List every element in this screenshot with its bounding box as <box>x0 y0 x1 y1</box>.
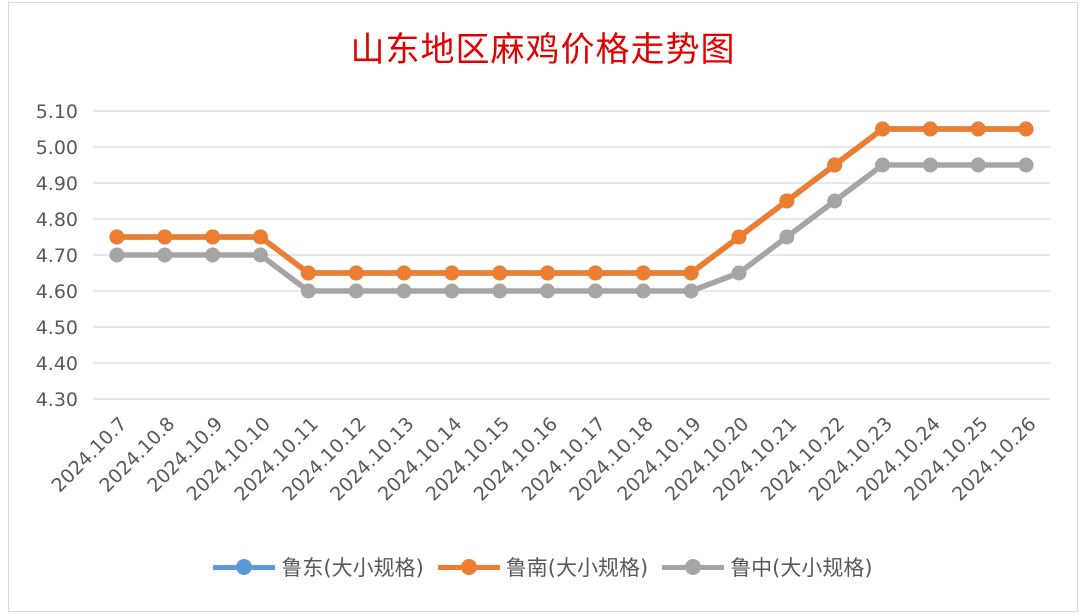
data-point <box>922 157 938 173</box>
data-point <box>205 229 221 245</box>
y-tick-label: 5.00 <box>36 137 78 159</box>
gridlines <box>93 110 1050 400</box>
data-point <box>444 283 460 299</box>
series-2 <box>109 157 1034 299</box>
data-point <box>252 229 268 245</box>
y-tick-label: 4.40 <box>36 353 78 375</box>
y-tick-label: 4.30 <box>36 389 78 411</box>
series-line <box>114 126 1029 276</box>
series-line <box>114 126 1029 276</box>
data-point <box>157 247 173 263</box>
legend-marker <box>662 557 725 577</box>
data-point <box>970 121 986 137</box>
data-point <box>779 229 795 245</box>
data-point <box>1018 121 1034 137</box>
data-point <box>635 265 651 281</box>
y-axis: 4.30 4.40 4.50 4.60 4.70 4.80 4.90 5.00 5.10 <box>36 101 78 411</box>
data-point <box>875 121 891 137</box>
data-point <box>683 283 699 299</box>
y-tick-label: 4.70 <box>36 245 78 267</box>
data-point <box>731 265 747 281</box>
y-tick-label: 4.90 <box>36 173 78 195</box>
series-1 <box>109 121 1034 281</box>
x-axis: 2024.10.72024.10.82024.10.92024.10.10202… <box>48 413 1041 505</box>
chart-title: 山东地区麻鸡价格走势图 <box>350 30 736 70</box>
data-point <box>300 283 316 299</box>
data-point <box>492 283 508 299</box>
data-point <box>922 121 938 137</box>
data-point <box>252 247 268 263</box>
data-point <box>109 247 125 263</box>
data-point <box>348 283 364 299</box>
legend-label: 鲁南(大小规格) <box>505 556 649 580</box>
legend: 鲁东(大小规格) 鲁南(大小规格) 鲁中(大小规格) <box>0 552 1086 582</box>
data-point <box>875 157 891 173</box>
data-point <box>587 283 603 299</box>
data-point <box>587 265 603 281</box>
data-point <box>396 265 412 281</box>
chart-frame <box>8 2 1078 612</box>
legend-item: 鲁南(大小规格) <box>437 552 649 582</box>
data-point <box>635 283 651 299</box>
series-lines <box>109 121 1034 299</box>
data-point <box>779 193 795 209</box>
data-point <box>205 247 221 263</box>
data-point <box>109 229 125 245</box>
data-point <box>827 157 843 173</box>
data-point <box>970 157 986 173</box>
legend-marker <box>213 557 276 577</box>
data-point <box>396 283 412 299</box>
legend-item: 鲁东(大小规格) <box>213 552 424 582</box>
data-point <box>540 265 556 281</box>
y-tick-label: 5.10 <box>36 101 78 123</box>
y-tick-label: 4.50 <box>36 317 78 339</box>
legend-label: 鲁东(大小规格) <box>281 556 424 580</box>
data-point <box>683 265 699 281</box>
data-point <box>157 229 173 245</box>
legend-item: 鲁中(大小规格) <box>662 552 873 582</box>
data-point <box>1018 157 1034 173</box>
data-point <box>827 193 843 209</box>
data-point <box>492 265 508 281</box>
data-point <box>731 229 747 245</box>
data-point <box>348 265 364 281</box>
legend-label: 鲁中(大小规格) <box>730 556 873 580</box>
series-line <box>114 162 1029 294</box>
y-tick-label: 4.60 <box>36 281 78 303</box>
y-tick-label: 4.80 <box>36 209 78 231</box>
data-point <box>444 265 460 281</box>
data-point <box>300 265 316 281</box>
legend-marker <box>437 557 500 577</box>
data-point <box>540 283 556 299</box>
